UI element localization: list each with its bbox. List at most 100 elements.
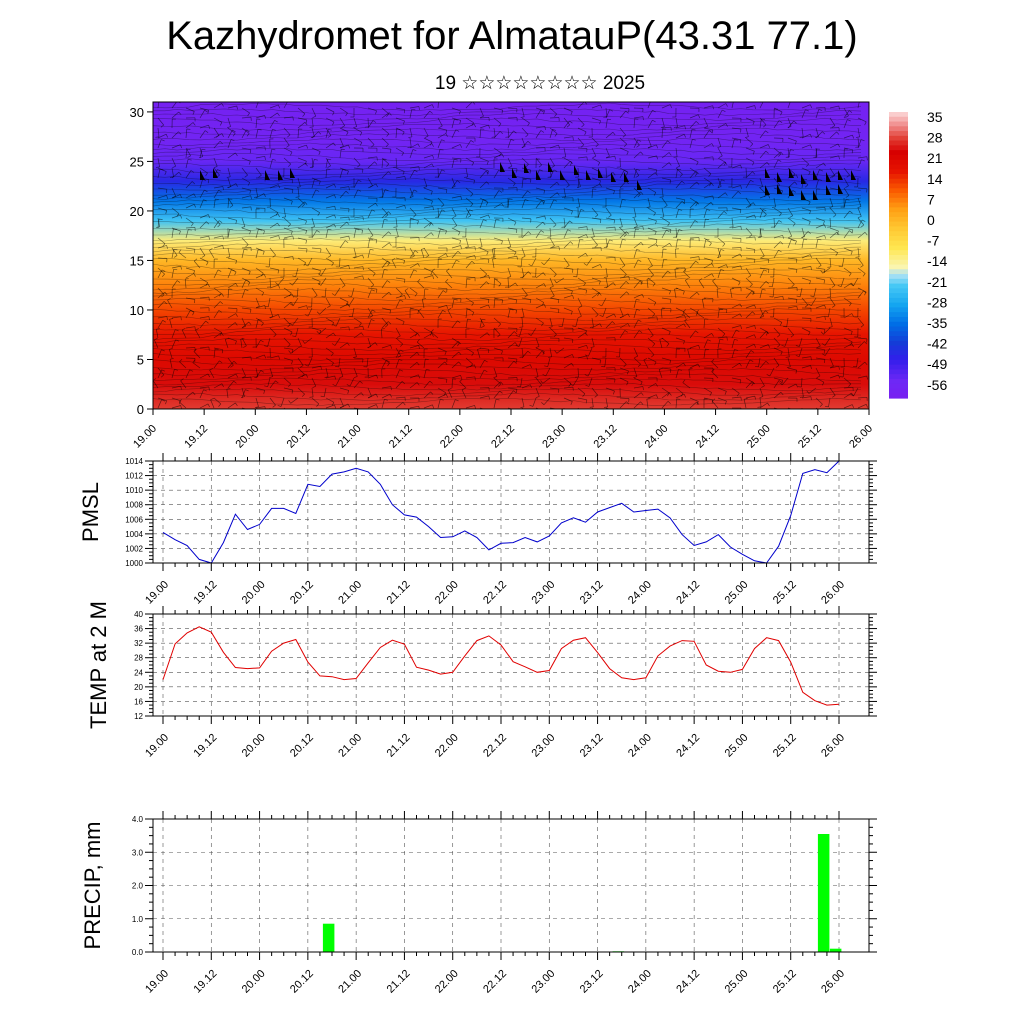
cross-section-xtick-label: 24.12	[694, 423, 722, 451]
colorbar-segment	[889, 259, 908, 266]
colorbar-segment	[889, 316, 908, 323]
precip-xtick-label: 19.00	[143, 968, 171, 996]
cross-section-xtick-label: 19.00	[131, 423, 159, 451]
colorbar-label: 28	[927, 130, 943, 146]
colorbar-label: 7	[927, 191, 935, 207]
precip-bar	[817, 834, 830, 952]
colorbar-segment	[889, 355, 908, 361]
temp-ytick-label: 16	[134, 697, 143, 706]
colorbar-segment	[889, 135, 908, 142]
precip-xtick-label: 24.00	[626, 968, 654, 996]
pmsl-xtick-label: 21.00	[336, 579, 364, 607]
cross-section-xtick-label: 26.00	[847, 423, 875, 451]
colorbar-segment	[889, 183, 908, 189]
cross-section-xtick-label: 21.00	[336, 423, 364, 451]
temp-xtick-label: 25.12	[771, 732, 799, 760]
pmsl-xtick-label: 25.00	[723, 579, 751, 607]
cross-section-xtick-label: 25.12	[796, 423, 824, 451]
cross-section-xtick-label: 22.00	[438, 423, 466, 451]
colorbar-segment	[889, 202, 908, 208]
colorbar-segment	[889, 302, 908, 309]
cross-section-xtick-label: 25.00	[745, 423, 773, 451]
wind-field	[153, 102, 869, 409]
colorbar-segment	[889, 378, 908, 385]
temp-ytick-label: 12	[134, 712, 143, 721]
temp-ytick-label: 32	[134, 639, 143, 648]
precip-xtick-label: 20.00	[240, 968, 268, 996]
precip-xtick-label: 21.12	[385, 968, 413, 996]
temp-frame	[152, 613, 870, 717]
colorbar-segment	[889, 121, 908, 127]
colorbar-segment	[889, 212, 908, 218]
cross-section-xtick-label: 20.12	[285, 423, 313, 451]
colorbar-segment	[889, 169, 908, 175]
colorbar-segment	[889, 283, 908, 289]
colorbar-label: 14	[927, 171, 943, 187]
colorbar-segment	[889, 173, 908, 180]
temp-xtick-label: 21.00	[336, 732, 364, 760]
pmsl-xtick-label: 23.00	[529, 579, 557, 607]
precip-xtick-label: 19.12	[191, 968, 219, 996]
precip-xtick-label: 20.12	[288, 968, 316, 996]
colorbar-segment	[889, 383, 908, 390]
colorbar-segment	[889, 140, 908, 146]
temp-xtick-label: 19.00	[143, 732, 171, 760]
pmsl-xtick-label: 21.12	[385, 579, 413, 607]
cross-section-ytick-label: 15	[130, 253, 144, 268]
pmsl-ylabel: PMSL	[78, 482, 103, 542]
pmsl-ytick-label: 1008	[125, 501, 143, 510]
colorbar-segment	[889, 255, 908, 261]
precip-xtick-label: 24.12	[674, 968, 702, 996]
precip-ylabel: PRECIP, mm	[80, 822, 105, 950]
colorbar-segment	[889, 164, 908, 170]
precip-ytick-label: 0.0	[132, 948, 144, 957]
cross-section-xtick-label: 23.12	[591, 423, 619, 451]
temp-ytick-label: 28	[134, 654, 143, 663]
cross-section-xtick-label: 22.12	[489, 423, 517, 451]
colorbar-segment	[889, 374, 908, 380]
colorbar-segment	[889, 231, 908, 237]
pmsl-xtick-label: 20.00	[240, 579, 268, 607]
colorbar-segment	[889, 150, 908, 156]
temp-xtick-label: 21.12	[385, 732, 413, 760]
colorbar-label: -49	[927, 356, 947, 372]
pmsl-ytick-label: 1006	[125, 515, 143, 524]
precip-ytick-label: 3.0	[132, 848, 144, 857]
pmsl-xtick-label: 19.00	[143, 579, 171, 607]
colorbar-segment	[889, 393, 908, 399]
precip-xtick-label: 23.12	[578, 968, 606, 996]
pmsl-xtick-label: 23.12	[578, 579, 606, 607]
temp-ylabel: TEMP at 2 M	[86, 601, 111, 729]
colorbar-label: 35	[927, 109, 943, 125]
colorbar-segment	[889, 307, 908, 313]
temp-xtick-label: 19.12	[191, 732, 219, 760]
colorbar-segment	[889, 159, 908, 166]
colorbar-segment	[889, 278, 908, 285]
cross-section-ytick-label: 10	[130, 303, 144, 318]
cross-section-xtick-label: 21.12	[387, 423, 415, 451]
colorbar-segment	[889, 345, 908, 351]
colorbar-segment	[889, 221, 908, 227]
pmsl-frame	[152, 460, 870, 564]
pmsl-xtick-label: 24.12	[674, 579, 702, 607]
cross-section-xtick-label: 20.00	[233, 423, 261, 451]
pmsl-ytick-label: 1014	[125, 457, 143, 466]
cross-section-ytick-label: 30	[130, 105, 144, 120]
colorbar-segment	[889, 240, 908, 247]
temp-ytick-label: 40	[134, 610, 143, 619]
colorbar-segment	[889, 188, 908, 194]
colorbar-segment	[889, 264, 908, 270]
temp-xtick-label: 22.00	[433, 732, 461, 760]
cross-section-ytick-label: 0	[137, 402, 144, 417]
pmsl-ytick-label: 1000	[125, 559, 143, 568]
colorbar-segment	[889, 235, 908, 242]
precip-xtick-label: 25.00	[723, 968, 751, 996]
page-subtitle: 19 ☆☆☆☆☆☆☆☆ 2025	[434, 73, 646, 94]
cross-section-ytick-label: 5	[137, 352, 144, 367]
colorbar-segment	[889, 145, 908, 151]
precip-ytick-label: 2.0	[132, 882, 144, 891]
colorbar-label: 21	[927, 150, 943, 166]
cross-section-ytick-label: 25	[130, 154, 144, 169]
colorbar-segment	[889, 126, 908, 132]
